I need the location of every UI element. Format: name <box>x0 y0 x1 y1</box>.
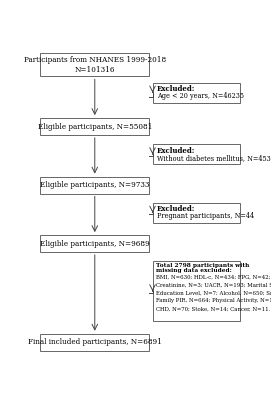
Text: Participants from NHANES 1999-2018
N=101316: Participants from NHANES 1999-2018 N=101… <box>24 56 166 74</box>
FancyBboxPatch shape <box>40 118 149 135</box>
Text: Creatinine, N=3; UACR, N=193; Marital Status, N=53;: Creatinine, N=3; UACR, N=193; Marital St… <box>156 282 271 287</box>
Text: Without diabetes mellitus, N=45348: Without diabetes mellitus, N=45348 <box>157 154 271 162</box>
FancyBboxPatch shape <box>153 261 240 321</box>
FancyBboxPatch shape <box>153 83 240 103</box>
Text: Excluded:: Excluded: <box>157 205 195 213</box>
Text: Eligible participants, N=9733: Eligible participants, N=9733 <box>40 181 150 189</box>
FancyBboxPatch shape <box>40 176 149 194</box>
Text: Excluded:: Excluded: <box>157 85 195 93</box>
FancyBboxPatch shape <box>153 144 240 164</box>
Text: Excluded:: Excluded: <box>157 146 195 154</box>
FancyBboxPatch shape <box>40 334 149 351</box>
Text: Total 2798 participants with missing data excluded:: Total 2798 participants with missing dat… <box>156 263 250 274</box>
Text: BMI, N=630; HDL-c, N=434; FPG, N=42; TG, N=6;: BMI, N=630; HDL-c, N=434; FPG, N=42; TG,… <box>156 274 271 279</box>
FancyBboxPatch shape <box>153 203 240 223</box>
Text: Pregnant participants, N=44: Pregnant participants, N=44 <box>157 212 254 220</box>
Text: Family PIR, N=664; Physical Activity, N=14;: Family PIR, N=664; Physical Activity, N=… <box>156 298 271 303</box>
Text: Final included participants, N=6891: Final included participants, N=6891 <box>28 338 162 346</box>
FancyBboxPatch shape <box>40 235 149 252</box>
Text: Education Level, N=7; Alcohol, N=650; Smoke, N=7;: Education Level, N=7; Alcohol, N=650; Sm… <box>156 290 271 295</box>
Text: Age < 20 years, N=46235: Age < 20 years, N=46235 <box>157 92 244 100</box>
FancyBboxPatch shape <box>40 53 149 76</box>
Text: CHD, N=70; Stoke, N=14; Cancer, N=11.: CHD, N=70; Stoke, N=14; Cancer, N=11. <box>156 306 271 311</box>
Text: Eligible participants, N=55081: Eligible participants, N=55081 <box>38 122 152 130</box>
Text: Eligible participants, N=9689: Eligible participants, N=9689 <box>40 240 150 248</box>
